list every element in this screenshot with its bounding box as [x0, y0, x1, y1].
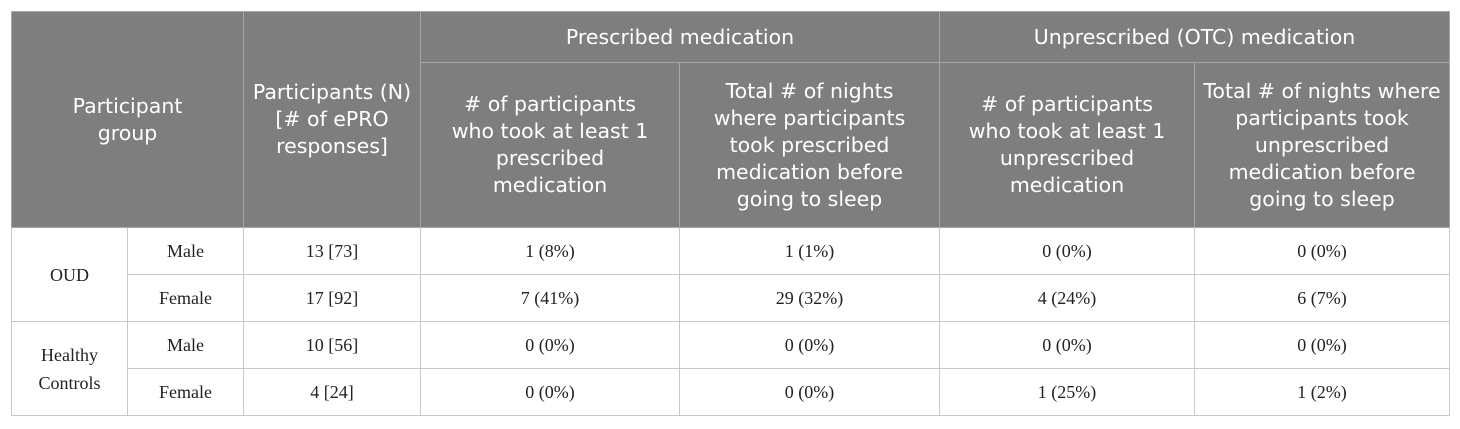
participants-cell: 17 [92]	[243, 274, 422, 322]
table-row: OUD Male 13 [73] 1 (8%) 1 (1%) 0 (0%) 0 …	[11, 227, 1451, 322]
sex-cell: Female	[126, 368, 245, 416]
header-prescribed-participants: # of participants who took at least 1 pr…	[420, 62, 681, 228]
otc-nights-cell: 0 (0%)	[1194, 321, 1451, 369]
sex-cell: Female	[126, 274, 245, 322]
otc-nights-cell: 6 (7%)	[1194, 274, 1451, 322]
header-unprescribed-nights: Total # of nights where participants too…	[1194, 62, 1451, 228]
rx-participants-cell: 0 (0%)	[420, 321, 681, 369]
table-row: Female 17 [92] 7 (41%) 29 (32%) 4 (24%) …	[12, 274, 1451, 322]
rx-nights-cell: 29 (32%)	[679, 274, 941, 322]
table-row: Female 4 [24] 0 (0%) 0 (0%) 1 (25%) 1 (2…	[12, 368, 1451, 416]
header-unprescribed-participants: # of participants who took at least 1 un…	[939, 62, 1196, 228]
otc-participants-cell: 0 (0%)	[939, 321, 1196, 369]
otc-nights-cell: 1 (2%)	[1194, 368, 1451, 416]
header-prescribed-nights: Total # of nights where participants too…	[679, 62, 941, 228]
rx-participants-cell: 1 (8%)	[420, 227, 681, 275]
header-row-top: Participant group Participants (N) [# of…	[10, 11, 1451, 228]
header-participant-group: Participant group	[10, 11, 245, 228]
rx-participants-cell: 7 (41%)	[420, 274, 681, 322]
medication-table: Participant group Participants (N) [# of…	[10, 11, 1451, 416]
header-row-sub: # of participants who took at least 1 pr…	[12, 62, 1451, 228]
rx-nights-cell: 1 (1%)	[679, 227, 941, 275]
otc-participants-cell: 1 (25%)	[939, 368, 1196, 416]
rx-nights-cell: 0 (0%)	[679, 368, 941, 416]
group-cell-healthy-controls: Healthy Controls	[11, 321, 128, 416]
header-unprescribed: Unprescribed (OTC) medication	[939, 11, 1451, 63]
participants-cell: 10 [56]	[243, 321, 422, 369]
group-cell-oud: OUD	[11, 227, 128, 322]
table-row: Healthy Controls Male 10 [56] 0 (0%) 0 (…	[11, 321, 1451, 416]
table-header: Participant group Participants (N) [# of…	[10, 11, 1451, 228]
header-participants: Participants (N) [# of ePRO responses]	[243, 11, 422, 228]
rx-participants-cell: 0 (0%)	[420, 368, 681, 416]
table-body: OUD Male 13 [73] 1 (8%) 1 (1%) 0 (0%) 0 …	[11, 227, 1451, 416]
otc-participants-cell: 4 (24%)	[939, 274, 1196, 322]
otc-nights-cell: 0 (0%)	[1194, 227, 1451, 275]
rx-nights-cell: 0 (0%)	[679, 321, 941, 369]
sex-cell: Male	[126, 227, 245, 275]
participants-cell: 13 [73]	[243, 227, 422, 275]
otc-participants-cell: 0 (0%)	[939, 227, 1196, 275]
header-prescribed: Prescribed medication	[420, 11, 941, 63]
sex-cell: Male	[126, 321, 245, 369]
participants-cell: 4 [24]	[243, 368, 422, 416]
